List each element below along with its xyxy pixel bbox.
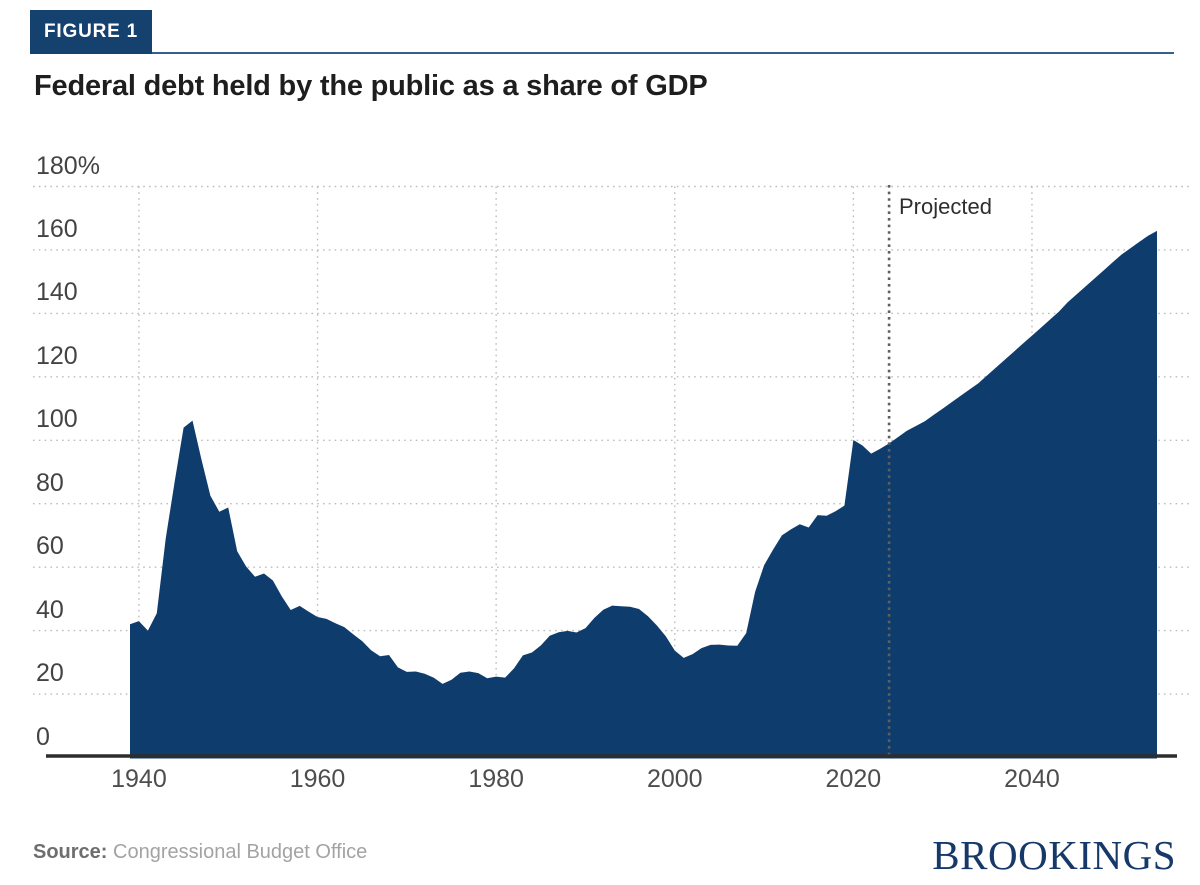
projected-label: Projected (899, 194, 992, 219)
x-tick-label: 2000 (646, 765, 703, 793)
source-note: Source: Congressional Budget Office (33, 841, 367, 864)
brookings-logo: BROOKINGS (932, 832, 1176, 878)
y-tick-label: 120 (36, 341, 78, 370)
y-tick-label: 40 (36, 595, 64, 624)
figure-badge-label: FIGURE 1 (44, 21, 139, 42)
x-tick-label: 1960 (289, 765, 346, 793)
chart-title: Federal debt held by the public as a sha… (34, 70, 708, 102)
y-tick-label: 140 (36, 278, 78, 307)
source-label: Source: (33, 841, 108, 863)
y-tick-label: 60 (36, 532, 64, 561)
y-tick-label: 180% (36, 151, 100, 180)
source-text: Congressional Budget Office (113, 841, 368, 863)
x-tick-label: 1940 (111, 765, 167, 793)
y-tick-label: 80 (36, 468, 64, 497)
figure-header-rule (30, 52, 1174, 54)
y-tick-label: 0 (36, 722, 50, 751)
y-tick-label: 160 (36, 214, 78, 243)
x-tick-label: 2040 (1004, 765, 1060, 793)
figure-badge: FIGURE 1 (30, 10, 153, 54)
y-tick-label: 100 (36, 405, 78, 434)
x-tick-label: 2020 (825, 765, 882, 793)
y-tick-label: 20 (36, 659, 64, 688)
x-tick-label: 1980 (468, 765, 524, 793)
